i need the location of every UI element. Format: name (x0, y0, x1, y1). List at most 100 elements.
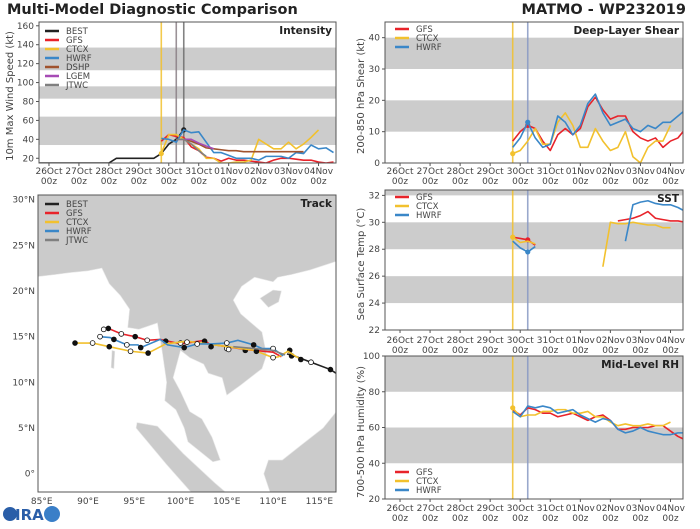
landmass-andaman (110, 349, 116, 370)
x-tick-date: 03Nov (626, 504, 656, 514)
x-tick-date: 02Nov (596, 167, 626, 177)
x-tick-date: 31Oct (537, 167, 564, 177)
lat-tick-label: 30°N (12, 196, 35, 206)
y-axis-label: 200-850 hPa Shear (kt) (356, 38, 367, 154)
track-panel: 85°E 90°E 95°E 100°E 105°E 110°E 115°E 0° 5°N 10°… (12, 194, 337, 507)
track-point-ctcx (298, 356, 304, 363)
shaded-band (385, 190, 683, 196)
x-tick-hour: 00z (542, 346, 558, 356)
y-tick-label: 26 (369, 272, 381, 282)
y-tick-label: 30 (369, 65, 381, 75)
x-tick-hour: 00z (452, 177, 468, 187)
data-point-hwrf (525, 119, 531, 125)
y-tick-label: 20 (369, 96, 381, 106)
y-tick-label: 60 (369, 424, 381, 434)
x-tick-date: 04Nov (304, 167, 334, 177)
x-tick-hour: 00z (602, 514, 618, 524)
x-tick-date: 28Oct (447, 167, 474, 177)
y-tick-label: 100 (17, 79, 34, 89)
y-tick-label: 80 (23, 97, 35, 107)
shaded-band (39, 86, 336, 99)
x-tick-date: 30Oct (155, 167, 182, 177)
series-line-ctcx (512, 407, 671, 427)
map-frame (37, 194, 337, 493)
logo-wave-icon (44, 506, 60, 522)
x-tick-hour: 00z (280, 177, 296, 187)
x-tick-date: 27Oct (417, 336, 444, 346)
track-point-best (327, 366, 334, 373)
track-point-hwrf (250, 342, 257, 348)
legend-label-lgem: LGEM (66, 72, 90, 82)
lat-tick-label: 0° (25, 470, 35, 480)
lat-tick-label: 15°N (12, 333, 35, 343)
lon-tick-label: 85°E (31, 497, 53, 507)
legend-label-gfs: GFS (66, 36, 83, 46)
panel-label: Intensity (279, 25, 332, 37)
x-tick-date: 31Oct (537, 504, 564, 514)
plot-area (385, 190, 683, 330)
track-point-hwrf (208, 343, 214, 350)
legend-label-hwrf: HWRF (66, 54, 92, 64)
x-tick-hour: 00z (542, 514, 558, 524)
x-tick-date: 01Nov (566, 504, 596, 514)
shaded-band (385, 356, 683, 392)
x-tick-date: 26Oct (35, 167, 62, 177)
legend-label-ctcx: CTCX (66, 45, 89, 55)
x-tick-hour: 00z (392, 346, 408, 356)
panel-label: Track (301, 198, 333, 210)
x-tick-hour: 00z (662, 346, 678, 356)
series-line-hwrf (161, 129, 334, 161)
track-point-gfs (105, 325, 112, 332)
y-tick-label: 24 (369, 299, 381, 309)
shaded-band (385, 276, 683, 304)
logo-globe-icon (3, 507, 17, 521)
x-tick-date: 29Oct (477, 504, 504, 514)
x-tick-date: 03Nov (626, 336, 656, 346)
intensity-panel: 2040608010012014016026Oct00z27Oct00z28Oc… (5, 21, 337, 187)
plot-area (385, 22, 683, 163)
shaded-band (385, 37, 683, 69)
y-tick-label: 100 (363, 352, 380, 362)
x-tick-date: 04Nov (656, 336, 686, 346)
track-point-hwrf (181, 344, 188, 351)
lat-tick-label: 5°N (18, 424, 35, 434)
lon-tick-label: 90°E (77, 497, 99, 507)
track-line-jtwc (233, 345, 286, 356)
x-tick-date: 27Oct (417, 167, 444, 177)
legend-label-ctcx: CTCX (416, 34, 439, 44)
x-tick-date: 30Oct (507, 336, 534, 346)
legend-label-hwrf: HWRF (416, 486, 442, 496)
x-tick-hour: 00z (482, 514, 498, 524)
y-tick-label: 120 (17, 60, 34, 70)
series-line-ctcx (512, 112, 672, 163)
x-tick-date: 28Oct (447, 336, 474, 346)
plot-area (39, 22, 336, 163)
legend-label-ctcx: CTCX (416, 202, 439, 212)
x-tick-hour: 00z (512, 514, 528, 524)
x-tick-hour: 00z (422, 177, 438, 187)
x-tick-hour: 00z (131, 177, 147, 187)
x-tick-hour: 00z (632, 177, 648, 187)
series-line-ctcx (602, 221, 671, 267)
y-tick-label: 20 (369, 495, 381, 505)
series-line-hwrf (512, 93, 683, 149)
lon-tick-label: 115°E (306, 497, 334, 507)
legend-label-hwrf: HWRF (416, 43, 442, 53)
x-tick-hour: 00z (572, 346, 588, 356)
legend-label-best: BEST (66, 200, 89, 210)
x-tick-hour: 00z (452, 514, 468, 524)
track-point-hwrf (97, 333, 103, 340)
series-line-hwrf (624, 199, 683, 242)
x-tick-hour: 00z (482, 346, 498, 356)
lat-tick-label: 25°N (12, 241, 35, 251)
y-tick-label: 28 (369, 245, 381, 255)
track-point-ctcx (106, 343, 113, 350)
series-line-best (39, 129, 185, 163)
axes-frame (384, 21, 684, 164)
series-line-jtwc (176, 138, 207, 158)
x-tick-date: 28Oct (447, 504, 474, 514)
